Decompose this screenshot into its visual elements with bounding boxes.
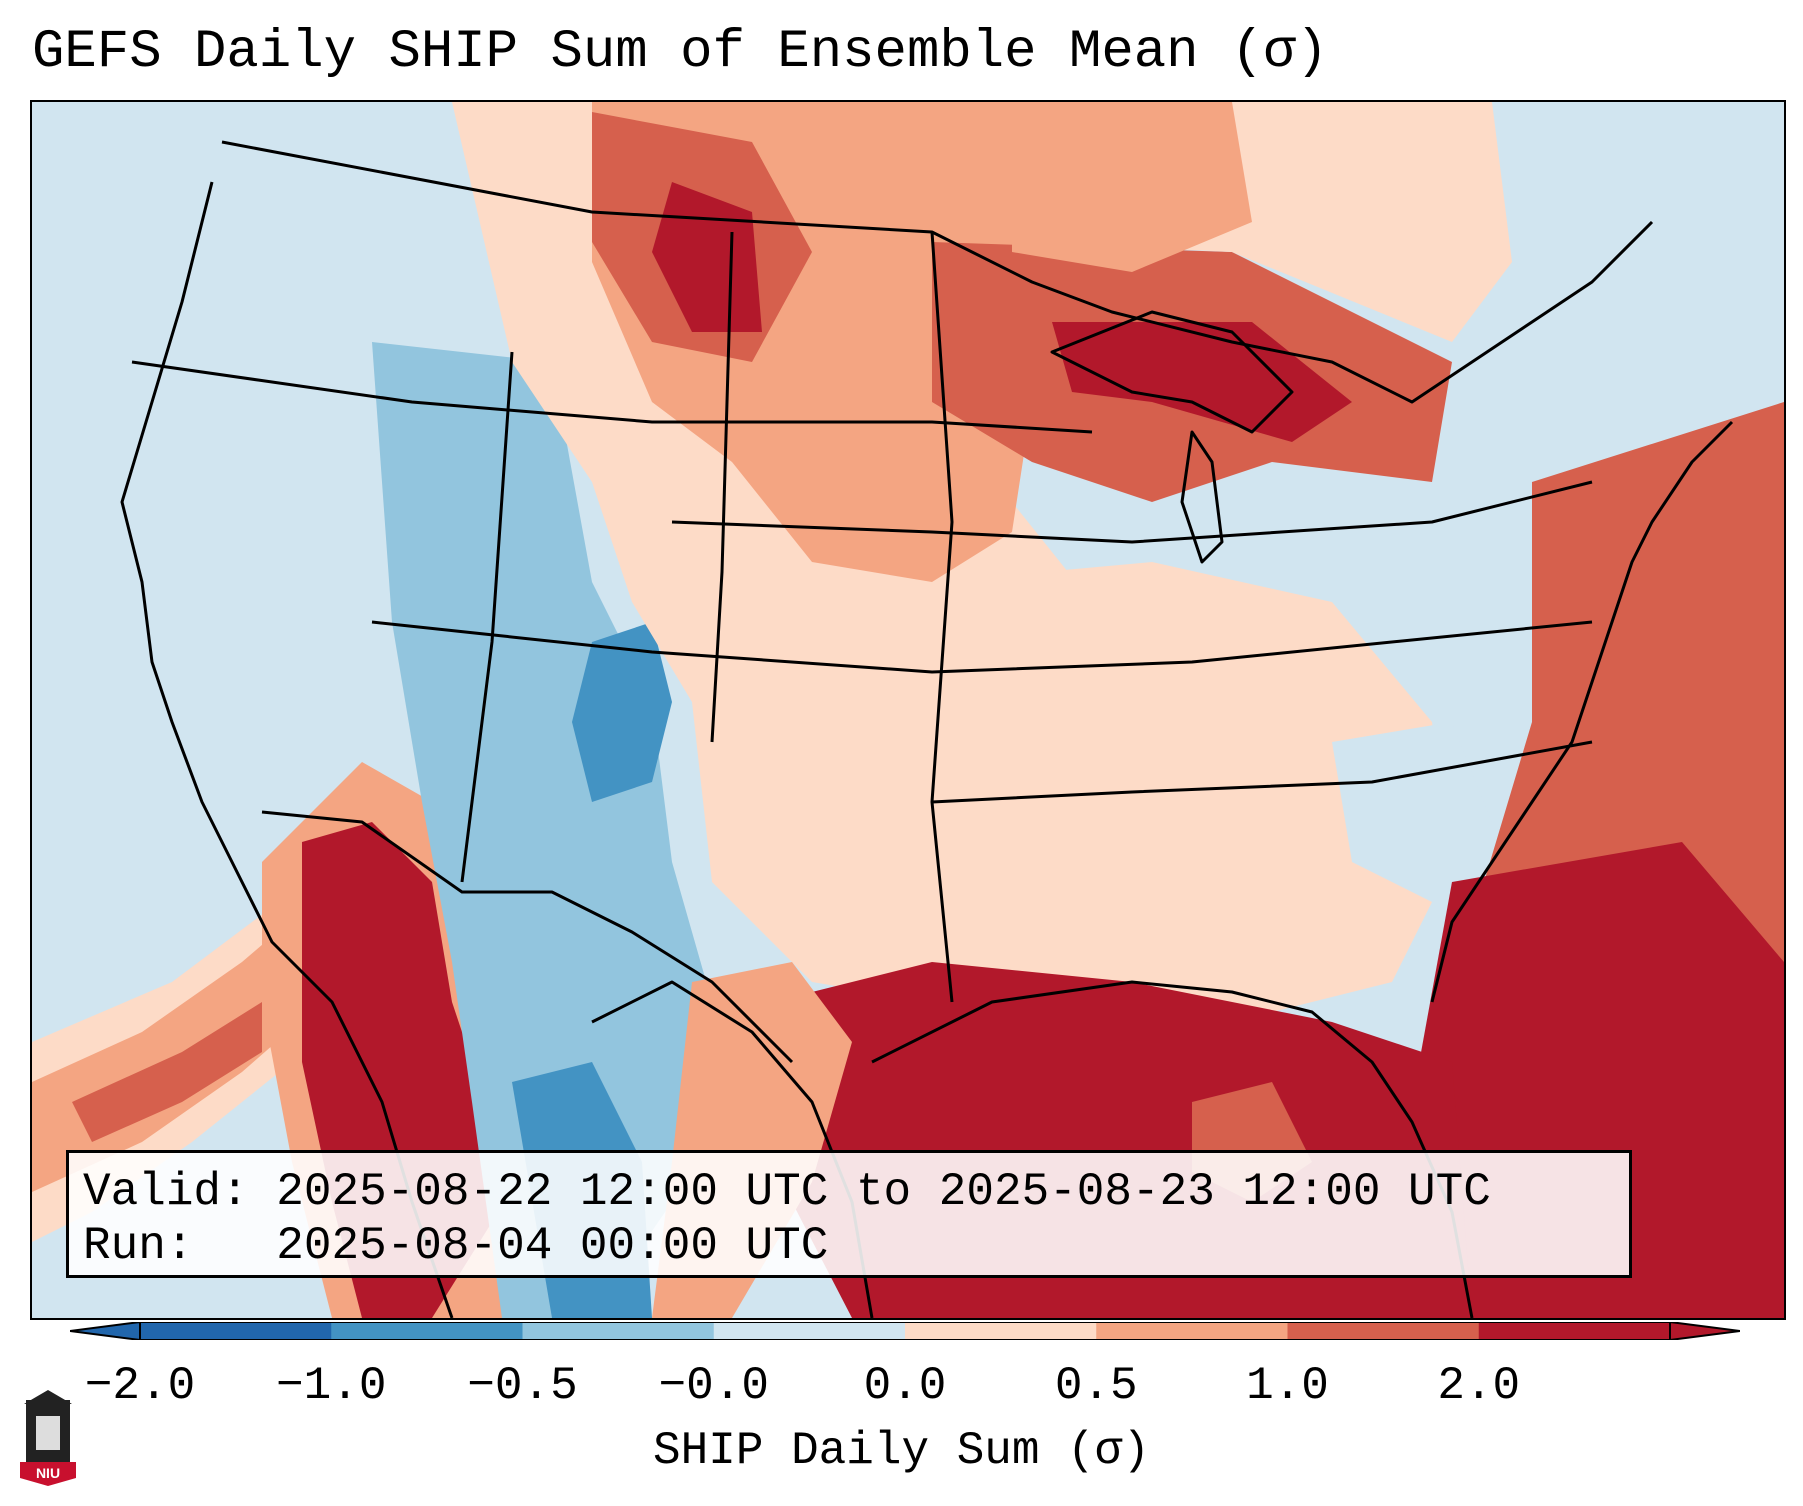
great-lakes-outline: [1050, 310, 1294, 434]
mexico-border: [261, 810, 794, 1064]
canada-warm-mid: [1012, 102, 1252, 272]
us-canada-border: [221, 140, 1654, 404]
state-line-3: [460, 351, 514, 883]
logo-text: NIU: [36, 1465, 60, 1481]
state-line-4: [710, 231, 734, 743]
colorbar-segment: [1287, 1322, 1480, 1340]
midsouth-warm-light: [932, 562, 1452, 1022]
colorbar-segment: [331, 1322, 523, 1340]
state-line-1: [131, 360, 1093, 434]
colorbar-tick-label: −2.0: [84, 1360, 196, 1412]
anomaly-field: [32, 102, 1784, 1318]
logo-shield: [20, 1462, 76, 1486]
colorbar-tick-label: 2.0: [1437, 1360, 1521, 1412]
logo-window: [36, 1416, 60, 1450]
colorbar-ticks: −2.0 −1.0 −0.5 −0.0 0.0 0.5 1.0 2.0: [0, 1360, 1803, 1420]
colorbar-outline: [139, 1322, 1671, 1340]
valid-label: Valid:: [83, 1166, 249, 1218]
lake-michigan-outline: [1180, 430, 1224, 564]
colorbar-extend-low: [70, 1322, 141, 1340]
valid-row: Valid: 2025-08-22 12:00 UTC to 2025-08-2…: [83, 1165, 1615, 1219]
colorbar-segment: [1478, 1322, 1671, 1340]
state-line-2: [371, 620, 1593, 674]
run-row: Run: 2025-08-04 00:00 UTC: [83, 1219, 1615, 1273]
niu-logo: NIU: [20, 1390, 76, 1486]
colorado-cool-core: [572, 622, 672, 802]
state-line-5: [930, 231, 954, 1003]
state-line-7: [931, 740, 1593, 804]
run-label: Run:: [83, 1220, 194, 1272]
info-box: Valid: 2025-08-22 12:00 UTC to 2025-08-2…: [66, 1150, 1632, 1278]
colorbar-tick-label: −0.0: [658, 1360, 769, 1412]
map-panel: [30, 100, 1786, 1320]
logo-roof: [24, 1390, 72, 1404]
colorbar-segment: [140, 1322, 332, 1340]
colorbar-tick-label: 0.0: [863, 1360, 947, 1412]
west-coastline: [120, 181, 454, 1318]
valid-value: 2025-08-22 12:00 UTC to 2025-08-23 12:00…: [276, 1166, 1491, 1218]
colorbar-tick-label: 1.0: [1246, 1360, 1329, 1412]
west-cool-region: [372, 342, 712, 1318]
colorbar-segment: [1096, 1322, 1288, 1340]
map-title: GEFS Daily SHIP Sum of Ensemble Mean (σ): [32, 22, 1329, 83]
colorbar-tick-label: −0.5: [467, 1360, 578, 1412]
colorbar-extend-high: [1669, 1322, 1740, 1340]
pacific-anomaly-high: [72, 1002, 262, 1142]
colorbar-segment: [905, 1322, 1097, 1340]
colorbar-label: SHIP Daily Sum (σ): [653, 1425, 1150, 1477]
colorbar-segment: [522, 1322, 715, 1340]
east-coastline: [1430, 420, 1734, 1003]
colorbar-tick-label: −1.0: [276, 1360, 387, 1412]
map-borders: [120, 140, 1734, 1318]
state-line-6: [671, 480, 1593, 544]
colorbar-segment: [713, 1322, 906, 1340]
run-value: 2025-08-04 00:00 UTC: [276, 1220, 829, 1272]
colorbar: [70, 1322, 1740, 1340]
colorbar-tick-label: 0.5: [1054, 1360, 1138, 1412]
